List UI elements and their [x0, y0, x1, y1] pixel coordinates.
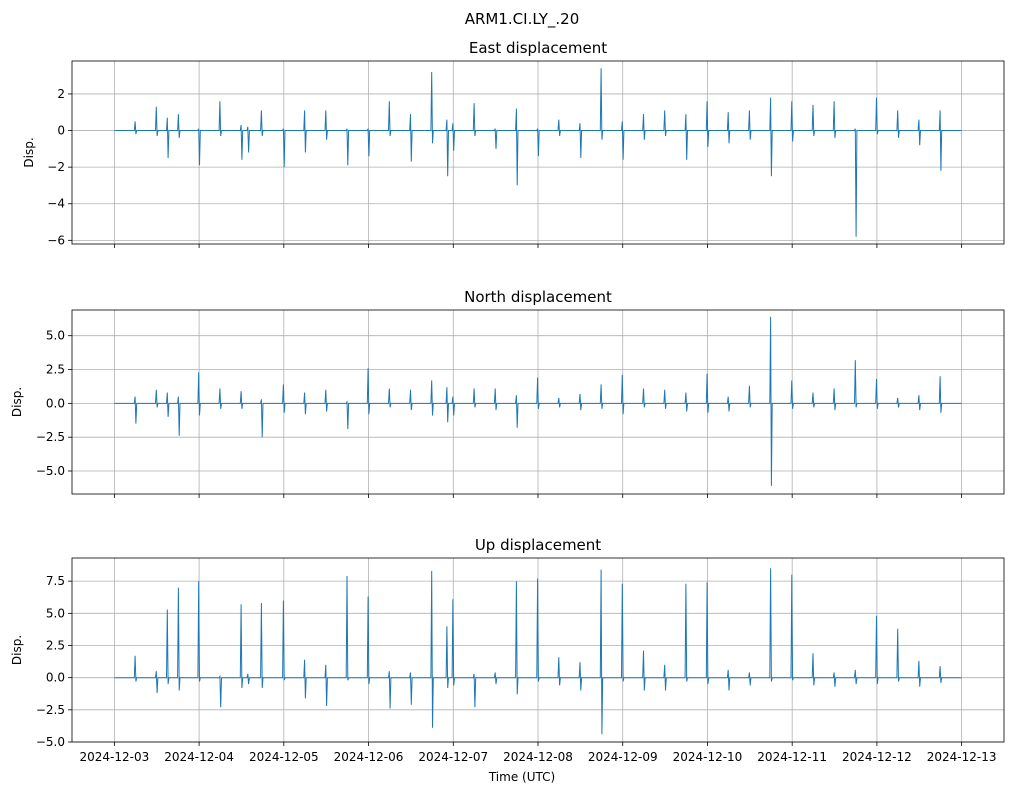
subplot-title: North displacement — [464, 288, 612, 306]
x-tick-label: 2024-12-04 — [164, 750, 234, 764]
y-tick-label: −2 — [47, 160, 65, 174]
y-tick-label: 5.0 — [46, 329, 65, 343]
y-tick-label: 0.0 — [46, 396, 65, 410]
y-tick-label: −4 — [47, 197, 65, 211]
displacement-trace — [114, 316, 962, 486]
y-tick-label: 2 — [57, 87, 65, 101]
x-tick-label: 2024-12-08 — [503, 750, 573, 764]
displacement-trace — [114, 568, 962, 735]
y-tick-label: −6 — [47, 233, 65, 247]
y-tick-label: −5.0 — [36, 735, 65, 749]
x-tick-label: 2024-12-09 — [588, 750, 658, 764]
figure-suptitle: ARM1.CI.LY_.20 — [465, 10, 580, 29]
x-tick-label: 2024-12-11 — [757, 750, 827, 764]
subplot-title: Up displacement — [475, 536, 601, 554]
y-tick-label: 2.5 — [46, 363, 65, 377]
x-tick-label: 2024-12-03 — [79, 750, 149, 764]
y-axis-label: Disp. — [10, 635, 24, 665]
y-axis-label: Disp. — [10, 387, 24, 417]
subplot-3: 7.5 5.0 2.5 0.0 −2.5 −5.0 2024-12-03 2024-12-04… — [10, 536, 1005, 764]
y-tick-label: 0.0 — [46, 671, 65, 685]
x-tick-label: 2024-12-10 — [673, 750, 743, 764]
x-tick-label: 2024-12-12 — [842, 750, 912, 764]
y-tick-label: 2.5 — [46, 638, 65, 652]
y-tick-label: 5.0 — [46, 606, 65, 620]
subplot-2: 5.0 2.5 0.0 −2.5 −5.0 North displacement Disp. — [10, 288, 1005, 498]
y-tick-label: 7.5 — [46, 574, 65, 588]
y-axis-label: Disp. — [22, 137, 36, 167]
x-tick-label: 2024-12-13 — [927, 750, 997, 764]
subplot-1: 2 0 −2 −4 −6 East displacement Disp. — [22, 39, 1005, 248]
x-tick-label: 2024-12-07 — [418, 750, 488, 764]
y-tick-label: −2.5 — [36, 430, 65, 444]
x-axis-label: Time (UTC) — [488, 770, 555, 784]
y-tick-label: −2.5 — [36, 703, 65, 717]
x-tick-label: 2024-12-05 — [249, 750, 319, 764]
x-tick-label: 2024-12-06 — [334, 750, 404, 764]
y-tick-label: 0 — [57, 124, 65, 138]
y-tick-label: −5.0 — [36, 464, 65, 478]
subplot-title: East displacement — [469, 39, 607, 57]
displacement-trace — [114, 68, 962, 237]
subplots: 2 0 −2 −4 −6 East displacement Disp. 5.0 2.5 0.0 −… — [10, 39, 1005, 764]
